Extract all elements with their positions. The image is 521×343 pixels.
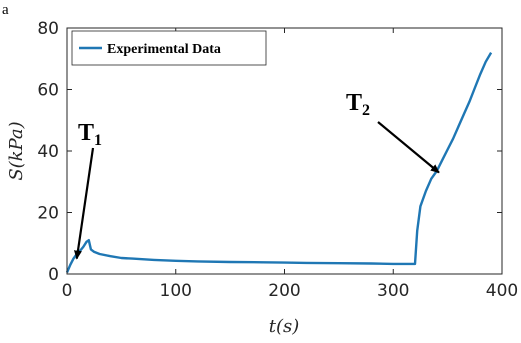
- x-tick-label: 100: [160, 281, 192, 301]
- y-axis-label: S(kPa): [6, 121, 27, 180]
- legend-box: [71, 30, 267, 66]
- annotation-t1: T1: [78, 120, 102, 149]
- x-tick-label: 0: [62, 281, 73, 301]
- series-line-experimental-data: [65, 51, 493, 273]
- y-tick-label: 20: [37, 204, 59, 224]
- x-tick-label: 300: [377, 281, 409, 301]
- annotation-arrow-t2: [377, 121, 440, 174]
- y-tick-label: 60: [37, 81, 59, 101]
- x-axis-label: t(s): [269, 316, 300, 337]
- annotation-t2: T2: [346, 90, 370, 119]
- y-tick-label: 80: [37, 19, 59, 39]
- plot-frame: [66, 27, 503, 275]
- annotations: T1 T2: [74, 90, 440, 260]
- plot-area: [67, 28, 502, 274]
- panel-label: a: [2, 2, 9, 18]
- y-tick-label: 40: [37, 142, 59, 162]
- y-tick-label: 0: [48, 265, 59, 285]
- x-tick-label: 200: [268, 281, 300, 301]
- x-tick-label: 400: [486, 281, 518, 301]
- legend: Experimental Data: [71, 30, 267, 66]
- y-axis-ticks: 0 20 40 60 80: [37, 19, 502, 285]
- legend-label-experimental-data: Experimental Data: [107, 42, 221, 57]
- annotation-arrow-t1: [74, 147, 95, 260]
- x-axis-ticks: 0 100 200 300 400: [62, 28, 518, 301]
